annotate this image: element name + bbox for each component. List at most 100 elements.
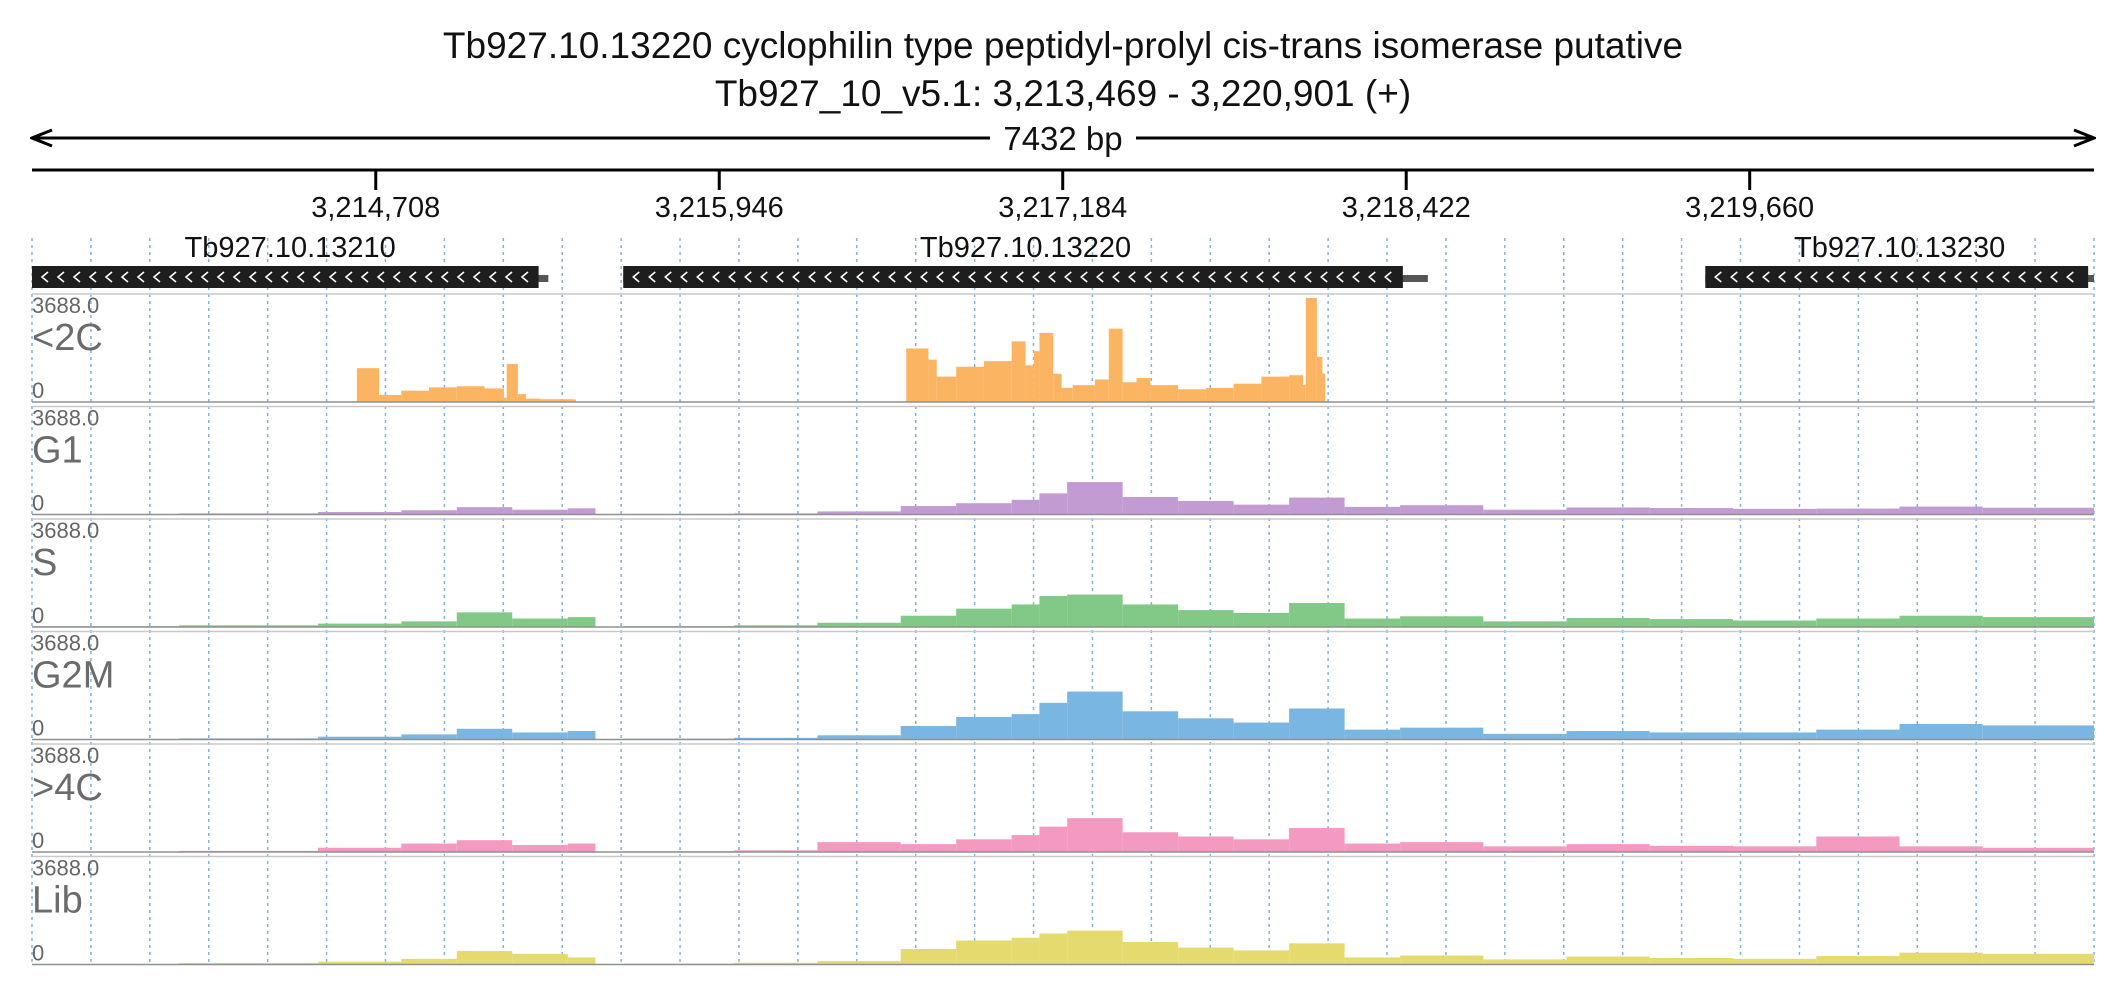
y-max-label: 3688.0 — [32, 518, 99, 543]
coverage-bar — [983, 361, 1012, 402]
coverage-bar — [356, 368, 380, 402]
y-max-label: 3688.0 — [32, 631, 99, 656]
coverage-bar — [1039, 933, 1068, 965]
coverage-bar — [379, 394, 402, 402]
coverage-bar — [817, 622, 901, 627]
coverage-bar — [1039, 826, 1068, 852]
coverage-bar — [401, 843, 457, 852]
y-min-label: 0 — [32, 828, 44, 853]
coverage-bar — [506, 363, 518, 402]
coverage-bar — [1305, 298, 1317, 402]
y-max-label: 3688.0 — [32, 743, 99, 768]
x-tick-label: 3,215,946 — [655, 192, 784, 224]
coverage-bar — [1067, 691, 1123, 740]
coverage-bar — [1733, 620, 1817, 627]
coverage-bar — [1067, 818, 1123, 852]
coverage-bar — [1400, 505, 1484, 515]
coverage-bar — [1011, 499, 1040, 515]
coverage-bar — [1205, 387, 1234, 402]
coverage-bar — [1899, 615, 1983, 627]
coverage-bar — [1982, 953, 2094, 965]
coverage-bar — [1566, 507, 1650, 515]
coverage-bar — [1039, 702, 1068, 740]
coverage-bar — [936, 376, 957, 402]
coverage-bar — [1982, 507, 2094, 515]
coverage-bar — [817, 842, 901, 852]
coverage-bar — [1733, 846, 1817, 852]
coverage-bar — [1261, 376, 1290, 402]
coverage-bar — [1039, 595, 1068, 627]
strand-arrows — [631, 271, 1392, 283]
span-indicator: 7432 bp — [32, 120, 2094, 157]
coverage-bar — [1122, 382, 1137, 402]
coverage-bar — [1053, 373, 1062, 402]
coverage-bar — [401, 734, 457, 740]
coverage-bar — [1178, 718, 1234, 740]
coverage-track: 3688.0>4C 0 — [32, 743, 2094, 853]
coverage-bar — [1150, 385, 1179, 402]
y-min-label: 0 — [32, 603, 44, 628]
coverage-bar — [900, 506, 957, 515]
y-min-label: 0 — [32, 716, 44, 741]
coverage-bar — [1649, 732, 1734, 740]
gene-label: Tb927.10.13230 — [1794, 232, 2005, 264]
coverage-bar — [1136, 378, 1151, 402]
coverage-bar — [456, 507, 513, 515]
coverage-bar — [1483, 733, 1567, 740]
coverage-bar — [1302, 385, 1306, 402]
x-axis: 3,214,708 3,215,946 3,217,184 3,218,422 3,21… — [32, 168, 2094, 224]
span-label: 7432 bp — [1003, 120, 1122, 157]
coverage-bar — [1483, 846, 1567, 852]
coverage-bar — [401, 621, 457, 627]
track-name: S — [32, 542, 57, 584]
coverage-bar — [1899, 723, 1983, 740]
coverage-bar — [1233, 612, 1290, 627]
track-name: Lib — [32, 880, 83, 922]
x-tick-label: 3,217,184 — [998, 192, 1127, 224]
track-name: >4C — [32, 767, 103, 809]
coverage-bar — [1122, 711, 1179, 740]
coverage-bar — [1566, 731, 1650, 740]
coverage-bar — [1649, 958, 1734, 965]
gene-label: Tb927.10.13220 — [920, 232, 1131, 264]
coverage-bar — [456, 612, 513, 627]
strand-arrows — [40, 271, 529, 283]
coverage-bar — [1178, 389, 1206, 402]
coverage-bar — [318, 511, 402, 515]
coverage-bar — [567, 731, 596, 740]
coverage-bar — [1289, 375, 1303, 402]
coverage-bar — [1025, 365, 1034, 402]
coverage-bar — [1344, 618, 1401, 627]
coverage-bar — [1178, 836, 1234, 852]
coverage-bar — [1033, 351, 1040, 402]
coverage-bar — [1344, 729, 1401, 740]
coverage-bar — [1122, 832, 1179, 852]
coverage-bar — [567, 617, 596, 627]
coverage-bar — [567, 843, 596, 852]
grid-lines — [31, 238, 2095, 966]
coverage-bar — [512, 509, 568, 515]
coverage-bar — [906, 348, 929, 402]
coverage-bar — [734, 962, 818, 965]
coverage-bar — [956, 839, 1012, 852]
coverage-bar — [1178, 610, 1234, 627]
coverage-bar — [512, 732, 568, 740]
coverage-bar — [1011, 714, 1040, 740]
gene-cds — [32, 266, 539, 288]
coverage-bar — [1233, 950, 1290, 965]
coverage-bar — [1982, 847, 2094, 852]
coverage-bar — [1483, 621, 1567, 627]
coverage-bar — [456, 386, 485, 402]
coverage-bar — [1483, 959, 1567, 965]
coverage-bar — [401, 958, 457, 965]
coverage-bar — [1061, 387, 1073, 402]
coverage-bar — [1094, 379, 1109, 402]
coverage-bar — [1899, 846, 1983, 852]
coverage-bar — [526, 398, 541, 402]
coverage-bar — [956, 366, 984, 402]
coverage-bar — [401, 390, 430, 402]
coverage-bar — [1289, 603, 1345, 627]
coverage-bar — [1233, 504, 1290, 515]
gene-model: Tb927.10.13230 — [1705, 232, 2094, 288]
